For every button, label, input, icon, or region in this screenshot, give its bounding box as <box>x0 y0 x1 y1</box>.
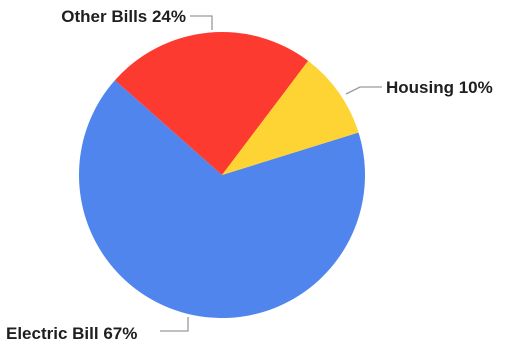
slice-label-housing: Housing 10% <box>386 78 493 97</box>
pie-slice-housing <box>222 60 359 175</box>
leader-line-housing <box>345 86 382 95</box>
slice-label-electric-bill: Electric Bill 67% <box>6 324 137 343</box>
pie-slice-other-bills <box>114 32 309 175</box>
pie-slice-electric-bill <box>78 80 365 319</box>
pie-slices <box>78 32 365 319</box>
slice-label-other-bills: Other Bills 24% <box>61 7 186 26</box>
leader-line-other-bills <box>190 15 213 30</box>
leader-line-electric-bill <box>160 317 189 332</box>
pie-labels: Electric Bill 67% Other Bills 24% Housing … <box>6 7 493 343</box>
